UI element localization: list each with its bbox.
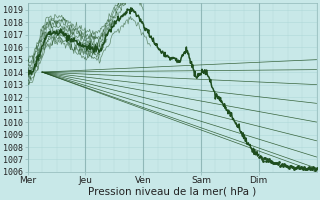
X-axis label: Pression niveau de la mer( hPa ): Pression niveau de la mer( hPa ) xyxy=(88,187,256,197)
